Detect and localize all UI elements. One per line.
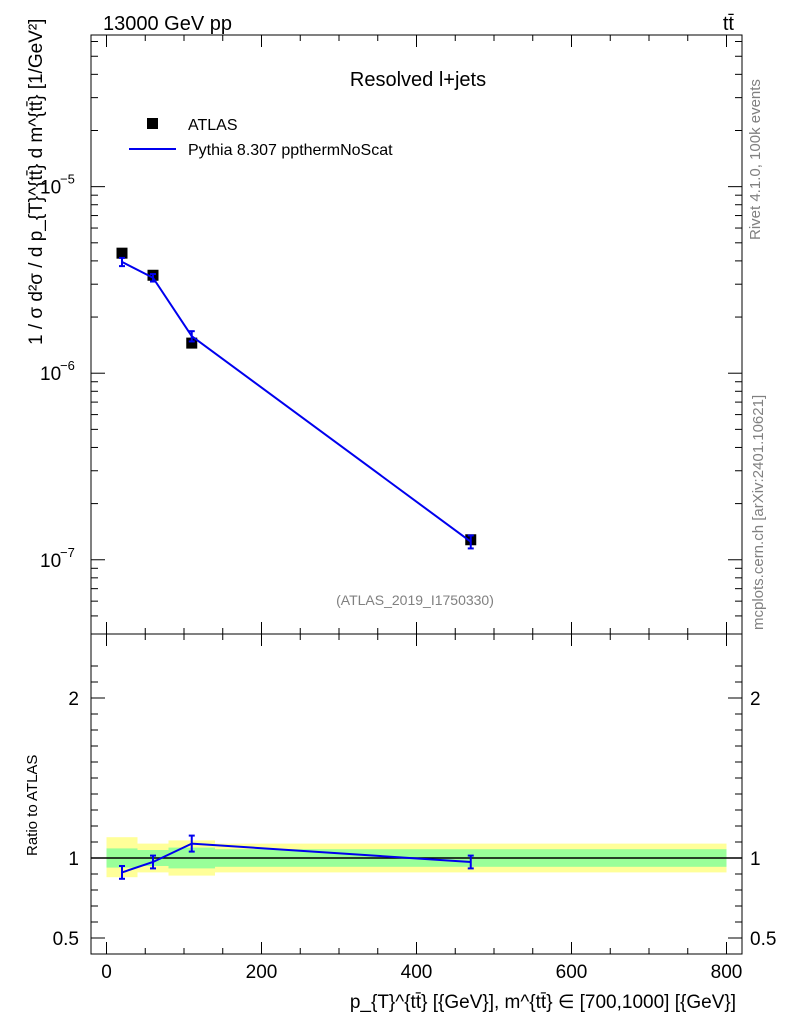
ratio-tick-label-left: 0.5 <box>53 929 79 950</box>
x-axis-title: p_{T}^{tt̄} [{GeV}], m^{tt̄} ∈ [700,1000… <box>350 992 736 1013</box>
main-axis-ticks: 10−710−610−5 <box>40 35 742 635</box>
analysis-label: (ATLAS_2019_I1750330) <box>336 592 494 608</box>
mcplots-label: mcplots.cern.ch [arXiv:2401.10621] <box>750 395 767 630</box>
y-tick-label: 10 <box>40 551 61 572</box>
ratio-tick-label-right: 2 <box>750 689 761 710</box>
ratio-tick-label-right: 0.5 <box>750 929 776 950</box>
chart-title: Resolved l+jets <box>350 69 486 91</box>
x-tick-label: 400 <box>401 962 433 983</box>
legend-atlas-label: ATLAS <box>188 117 238 134</box>
y-tick-label: 10 <box>40 178 61 199</box>
ratio-uncertainty-bands <box>91 837 742 878</box>
header-right: tt̄ <box>723 13 735 35</box>
x-tick-label: 200 <box>246 962 278 983</box>
x-tick-label: 0 <box>101 962 112 983</box>
header-left: 13000 GeV pp <box>103 13 232 35</box>
y-axis-title: 1 / σ d²σ / d p_{T}^{tt̄} d m^{tt̄} [1/G… <box>26 19 47 345</box>
ratio-series <box>119 834 474 880</box>
y-tick-exponent: −5 <box>60 172 75 187</box>
rivet-label: Rivet 4.1.0, 100k events <box>747 79 764 240</box>
main-series <box>116 247 477 550</box>
legend-pythia-label: Pythia 8.307 ppthermNoScat <box>188 142 393 159</box>
ratio-line <box>121 842 471 874</box>
x-tick-label: 600 <box>556 962 588 983</box>
y-tick-exponent: −6 <box>60 358 75 373</box>
ratio-y-axis-title: Ratio to ATLAS <box>24 755 41 856</box>
ratio-tick-label-left: 2 <box>68 689 79 710</box>
ratio-axis-ticks: 0 200 400 600 800 0.5 0.5 1 1 2 2 <box>53 634 776 983</box>
y-tick-label: 10 <box>40 364 61 385</box>
ratio-tick-label-left: 1 <box>68 849 79 870</box>
atlas-data-point <box>116 247 128 259</box>
atlas-data-point <box>186 337 198 349</box>
legend-atlas-marker <box>147 118 158 129</box>
ratio-tick-label-right: 1 <box>750 849 761 870</box>
y-tick-exponent: −7 <box>60 545 75 560</box>
ratio-panel-frame <box>90 633 743 955</box>
x-tick-label: 800 <box>711 962 743 983</box>
pythia-line <box>121 261 472 543</box>
